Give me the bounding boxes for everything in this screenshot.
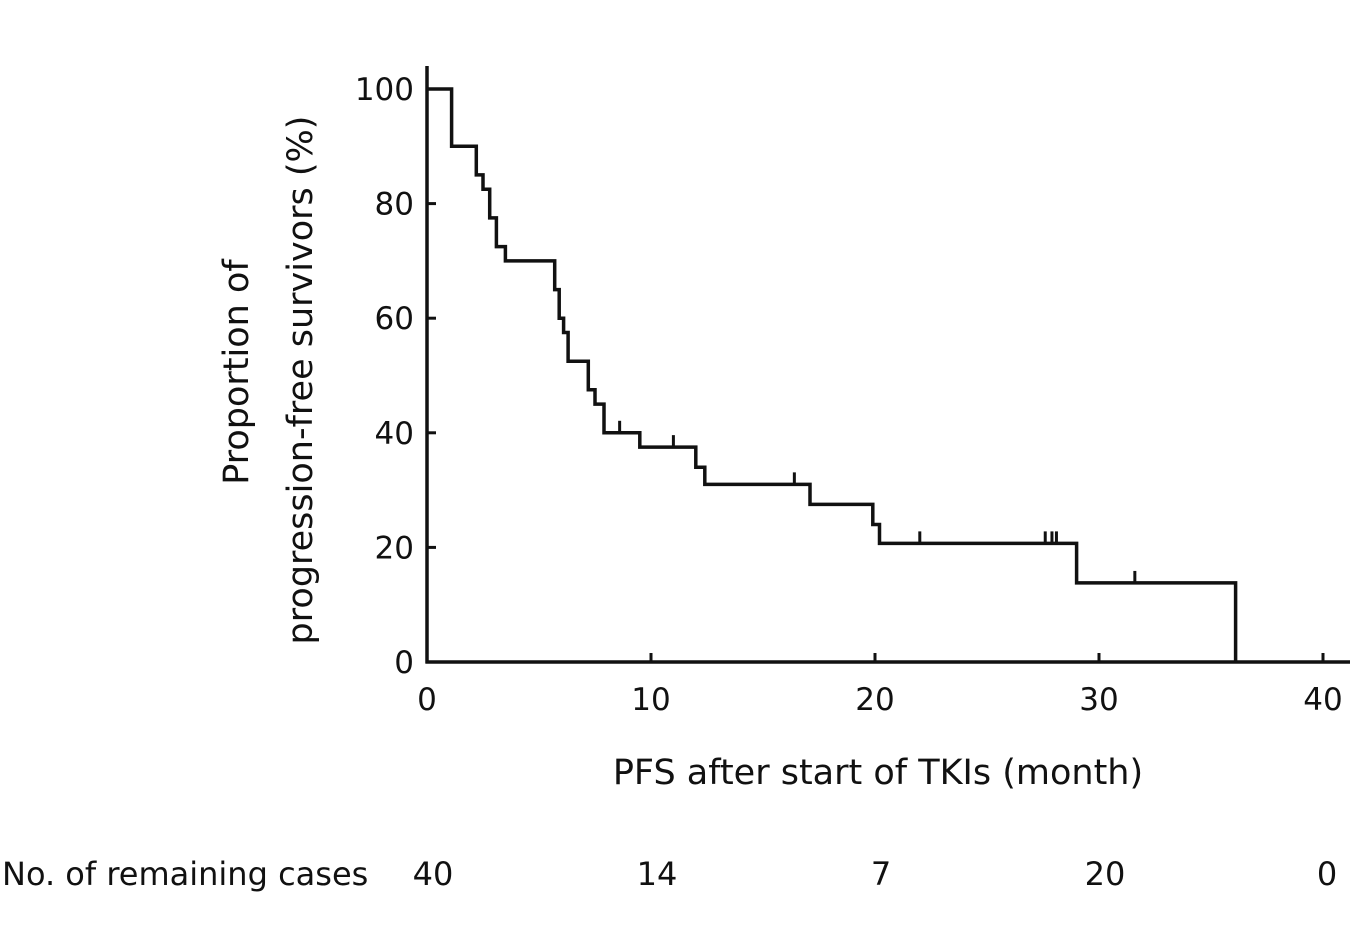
y-axis-title: Proportion of progression-free survivors… — [217, 116, 321, 645]
risk-table: No. of remaining cases 40 14 7 20 0 — [2, 855, 1337, 893]
x-tick-label: 0 — [417, 682, 437, 718]
censor-marks — [618, 420, 1137, 583]
risk-table-value: 14 — [637, 855, 678, 893]
x-tick-label: 10 — [631, 682, 670, 718]
risk-table-value: 20 — [1085, 855, 1126, 893]
axes — [425, 66, 1350, 664]
x-axis-title: PFS after start of TKIs (month) — [613, 753, 1143, 793]
risk-table-values: 40 14 7 20 0 — [413, 855, 1338, 893]
y-tick-label: 40 — [375, 416, 414, 452]
x-tick-label: 30 — [1079, 682, 1118, 718]
risk-table-value: 40 — [413, 855, 454, 893]
y-tick-label: 80 — [375, 187, 414, 223]
risk-table-value: 0 — [1317, 855, 1337, 893]
risk-table-value: 7 — [871, 855, 891, 893]
y-tick-label: 100 — [355, 72, 414, 108]
y-tick-label: 60 — [375, 301, 414, 337]
survival-curve — [427, 87, 1238, 662]
y-tick-label: 0 — [394, 645, 414, 681]
y-axis-title-line-2: progression-free survivors (%) — [281, 116, 321, 645]
x-tick-label: 40 — [1303, 682, 1342, 718]
y-axis-title-line-1: Proportion of — [217, 259, 257, 485]
y-tick-label: 20 — [375, 530, 414, 566]
x-tick-label: 20 — [855, 682, 894, 718]
risk-table-label: No. of remaining cases — [2, 855, 368, 893]
x-ticks: 0 10 20 30 40 — [417, 653, 1343, 718]
y-ticks: 0 20 40 60 80 100 — [355, 72, 436, 681]
